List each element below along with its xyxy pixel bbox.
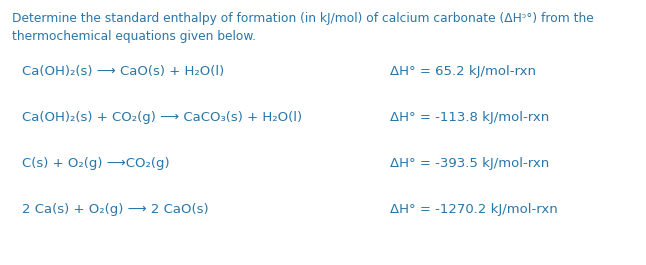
Text: ΔH° = -393.5 kJ/mol-rxn: ΔH° = -393.5 kJ/mol-rxn	[390, 157, 549, 170]
Text: ΔH° = 65.2 kJ/mol-rxn: ΔH° = 65.2 kJ/mol-rxn	[390, 65, 536, 78]
Text: thermochemical equations given below.: thermochemical equations given below.	[12, 30, 256, 43]
Text: 2 Ca(s) + O₂(g) ⟶ 2 CaO(s): 2 Ca(s) + O₂(g) ⟶ 2 CaO(s)	[22, 204, 209, 217]
Text: ΔH° = -113.8 kJ/mol-rxn: ΔH° = -113.8 kJ/mol-rxn	[390, 112, 549, 125]
Text: Ca(OH)₂(s) ⟶ CaO(s) + H₂O(l): Ca(OH)₂(s) ⟶ CaO(s) + H₂O(l)	[22, 65, 224, 78]
Text: ΔH° = -1270.2 kJ/mol-rxn: ΔH° = -1270.2 kJ/mol-rxn	[390, 204, 557, 217]
Text: Determine the standard enthalpy of formation (in kJ/mol) of calcium carbonate (Δ: Determine the standard enthalpy of forma…	[12, 12, 594, 25]
Text: C(s) + O₂(g) ⟶CO₂(g): C(s) + O₂(g) ⟶CO₂(g)	[22, 157, 170, 170]
Text: Ca(OH)₂(s) + CO₂(g) ⟶ CaCO₃(s) + H₂O(l): Ca(OH)₂(s) + CO₂(g) ⟶ CaCO₃(s) + H₂O(l)	[22, 112, 302, 125]
